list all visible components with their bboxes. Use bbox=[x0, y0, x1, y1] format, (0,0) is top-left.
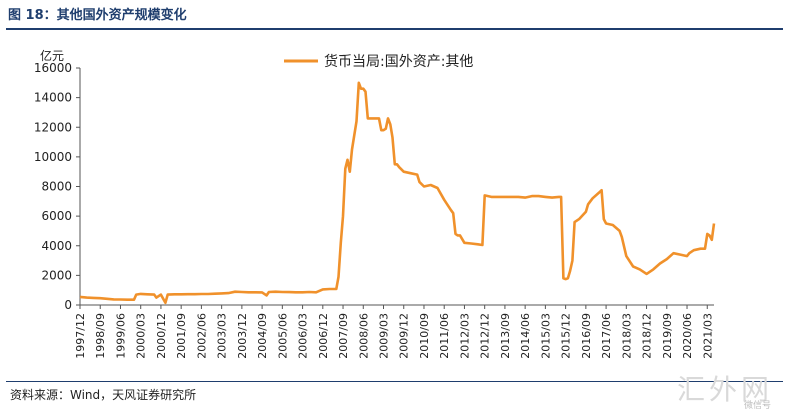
figure-title: 图 18：其他国外资产规模变化 bbox=[8, 8, 187, 23]
x-tick-label: 2013/09 bbox=[499, 313, 512, 359]
x-tick-label: 2003/12 bbox=[236, 313, 249, 359]
x-tick-label: 2017/06 bbox=[600, 313, 613, 359]
x-tick-label: 2021/03 bbox=[701, 313, 714, 359]
x-tick-label: 2018/12 bbox=[641, 313, 654, 359]
x-tick-label: 2009/12 bbox=[398, 313, 411, 359]
x-tick-label: 2012/03 bbox=[458, 313, 471, 359]
x-tick-label: 2010/09 bbox=[418, 313, 431, 359]
source-note: 资料来源：Wind，天风证券研究所 bbox=[10, 388, 197, 402]
x-tick-label: 1999/06 bbox=[114, 313, 127, 359]
x-tick-label: 2000/12 bbox=[155, 313, 168, 359]
y-tick-label: 4000 bbox=[41, 239, 72, 253]
y-tick-label: 6000 bbox=[41, 209, 72, 223]
x-tick-label: 2005/06 bbox=[276, 313, 289, 359]
x-tick-label: 2009/03 bbox=[378, 313, 391, 359]
source-divider bbox=[6, 381, 783, 382]
x-tick-label: 2004/09 bbox=[256, 313, 269, 359]
y-tick-label: 16000 bbox=[34, 61, 72, 75]
x-tick-label: 1998/09 bbox=[94, 313, 107, 359]
y-tick-label: 0 bbox=[64, 298, 72, 312]
legend-label: 货币当局:国外资产:其他 bbox=[324, 53, 473, 70]
x-tick-label: 2000/03 bbox=[135, 313, 148, 359]
x-tick-label: 2003/03 bbox=[216, 313, 229, 359]
y-tick-label: 8000 bbox=[41, 180, 72, 194]
y-axis-ticks: 0 2000 4000 6000 8000 10000 12000 14000 16000 bbox=[34, 61, 80, 312]
chart-legend: 货币当局:国外资产:其他 bbox=[284, 53, 473, 70]
x-tick-label: 2018/03 bbox=[620, 313, 633, 359]
x-tick-label: 2019/09 bbox=[661, 313, 674, 359]
watermark-subtext: 微信号 bbox=[743, 401, 771, 411]
x-tick-label: 2007/09 bbox=[337, 313, 350, 359]
x-tick-label: 2020/06 bbox=[681, 313, 694, 359]
x-tick-label: 2006/03 bbox=[297, 313, 310, 359]
x-tick-label: 2006/12 bbox=[317, 313, 330, 359]
x-tick-label: 2012/12 bbox=[479, 313, 492, 359]
y-tick-label: 14000 bbox=[34, 91, 72, 105]
watermark-logo: 汇外网 bbox=[676, 373, 773, 406]
x-tick-label: 2014/06 bbox=[519, 313, 532, 359]
x-tick-label: 2008/06 bbox=[357, 313, 370, 359]
x-tick-label: 2015/03 bbox=[539, 313, 552, 359]
x-tick-label: 1997/12 bbox=[74, 313, 87, 359]
title-divider bbox=[6, 28, 783, 30]
x-tick-label: 2015/12 bbox=[560, 313, 573, 359]
x-tick-label: 2001/09 bbox=[175, 313, 188, 359]
x-tick-label: 2011/06 bbox=[438, 313, 451, 359]
series-line bbox=[79, 81, 716, 305]
x-tick-label: 2016/09 bbox=[580, 313, 593, 359]
x-tick-label: 2002/06 bbox=[195, 313, 208, 359]
y-tick-label: 2000 bbox=[41, 268, 72, 282]
y-tick-label: 12000 bbox=[34, 120, 72, 134]
x-axis-ticks: 1997/12 1998/09 1999/06 2000/03 2000/12 2001/… bbox=[74, 305, 714, 359]
y-axis-unit: 亿元 bbox=[40, 48, 64, 63]
chart-axes bbox=[79, 68, 714, 306]
y-tick-label: 10000 bbox=[34, 150, 72, 164]
